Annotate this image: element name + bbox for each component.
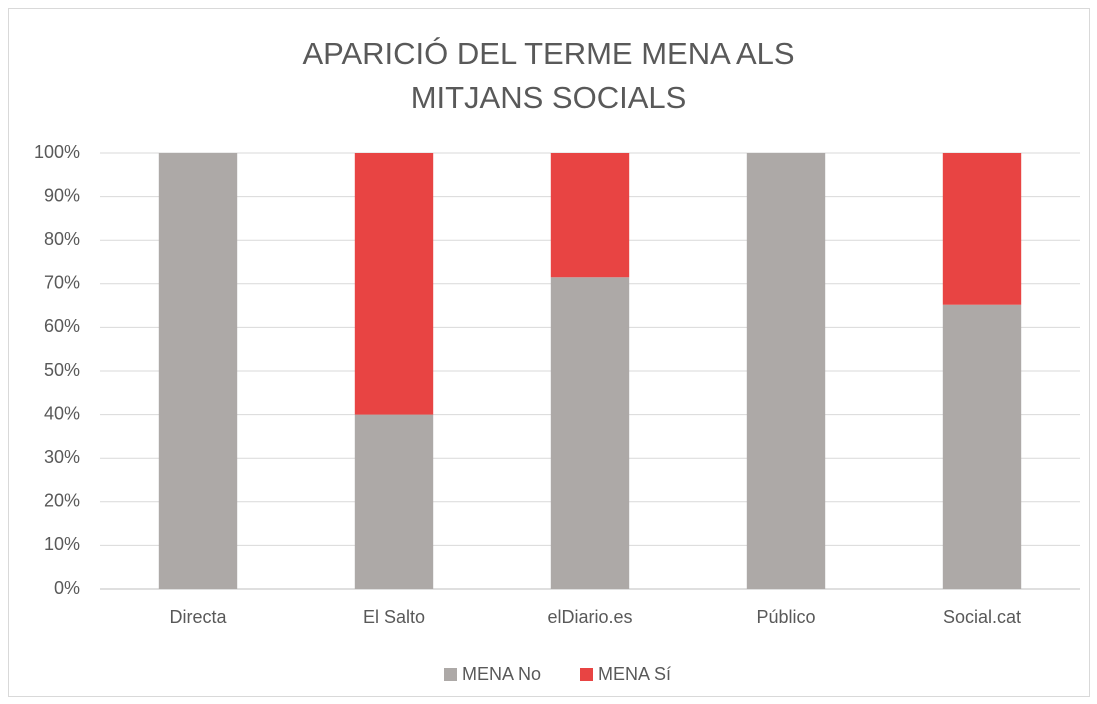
bar-segment xyxy=(550,277,630,589)
y-tick-label: 10% xyxy=(44,534,80,554)
x-tick-label: Social.cat xyxy=(943,607,1021,627)
legend-label: MENA Sí xyxy=(598,664,671,684)
legend-label: MENA No xyxy=(462,664,541,684)
y-tick-label: 0% xyxy=(54,578,80,598)
y-tick-label: 50% xyxy=(44,360,80,380)
x-tick-label: El Salto xyxy=(363,607,425,627)
y-tick-label: 100% xyxy=(34,142,80,162)
bar-segment xyxy=(746,153,826,589)
legend-swatch xyxy=(580,668,593,681)
bar-segment xyxy=(158,153,238,589)
bar-segment xyxy=(550,153,630,278)
y-tick-label: 60% xyxy=(44,316,80,336)
y-tick-label: 80% xyxy=(44,229,80,249)
bar-segment xyxy=(942,304,1022,589)
legend-swatch xyxy=(444,668,457,681)
chart-title: APARICIÓ DEL TERME MENA ALS MITJANS SOCI… xyxy=(302,36,795,115)
bar-segment xyxy=(942,153,1022,305)
y-tick-label: 20% xyxy=(44,491,80,511)
x-tick-label: Directa xyxy=(169,607,227,627)
bar-segment xyxy=(354,153,434,415)
y-tick-label: 70% xyxy=(44,273,80,293)
y-tick-label: 40% xyxy=(44,403,80,423)
bar-segment xyxy=(354,414,434,589)
y-tick-label: 30% xyxy=(44,447,80,467)
x-tick-label: Público xyxy=(756,607,815,627)
x-tick-label: elDiario.es xyxy=(547,607,632,627)
y-tick-label: 90% xyxy=(44,185,80,205)
